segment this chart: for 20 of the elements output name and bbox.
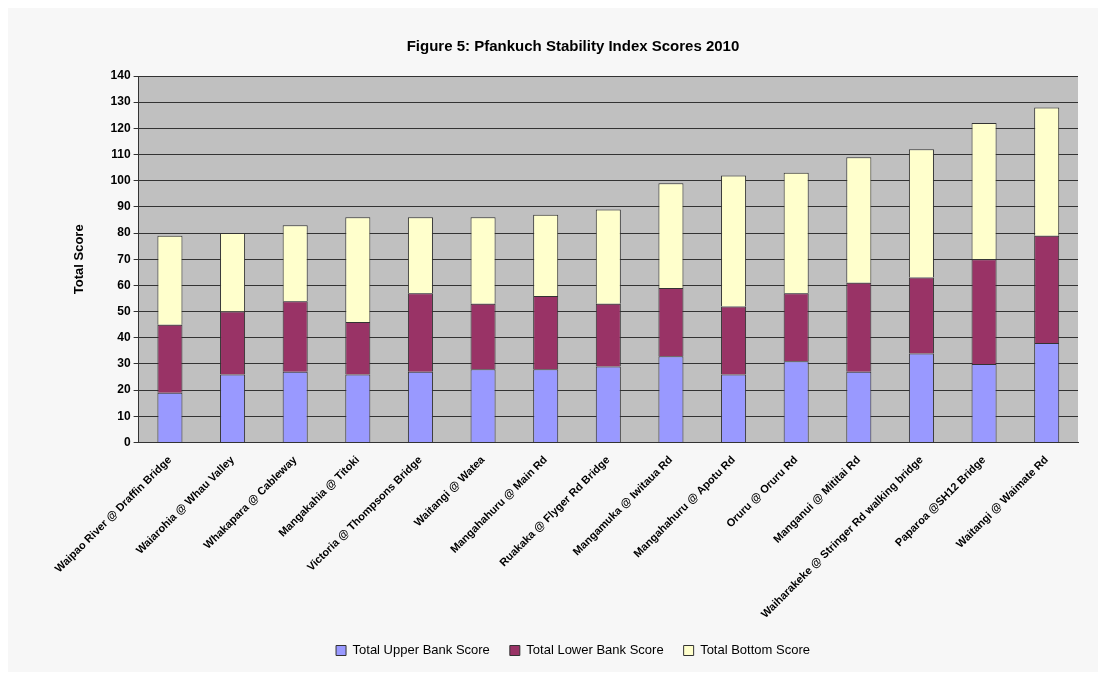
y-axis-title: Total Score [71, 224, 87, 295]
legend-label: Total Bottom Score [700, 642, 810, 658]
y-tick-label: 60 [117, 277, 131, 292]
y-tick-label: 70 [117, 251, 131, 266]
y-tick-label: 120 [110, 120, 131, 135]
y-tick-label: 20 [117, 382, 131, 397]
y-tick-label: 130 [110, 94, 131, 109]
y-tick-label: 30 [117, 356, 131, 371]
y-tick-label: 80 [117, 225, 131, 240]
chart-title: Figure 5: Pfankuch Stability Index Scores 2010 [406, 37, 740, 55]
y-tick-label: 140 [110, 68, 131, 83]
y-tick-label: 0 [123, 434, 131, 449]
y-tick-label: 10 [117, 408, 131, 423]
legend-label: Total Upper Bank Score [352, 642, 490, 658]
legend-label: Total Lower Bank Score [526, 642, 664, 658]
y-tick-label: 50 [117, 303, 131, 318]
y-tick-label: 100 [110, 173, 131, 188]
y-tick-label: 40 [117, 330, 131, 345]
y-tick-label: 110 [111, 146, 131, 161]
y-tick-label: 90 [117, 199, 131, 214]
